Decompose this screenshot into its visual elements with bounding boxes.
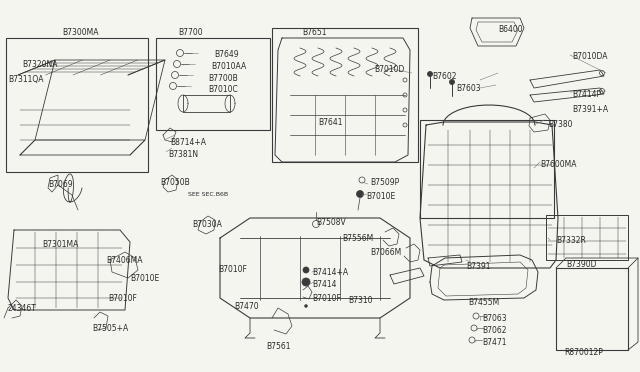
Text: B7069: B7069: [48, 180, 72, 189]
Text: B7470: B7470: [234, 302, 259, 311]
Text: 24346T: 24346T: [8, 304, 37, 313]
Circle shape: [428, 71, 433, 77]
Text: B7600MA: B7600MA: [540, 160, 577, 169]
Bar: [420, 120, 554, 218]
Text: B6400: B6400: [498, 25, 523, 34]
Text: SEE SEC.B6B: SEE SEC.B6B: [188, 192, 228, 197]
Text: B7380: B7380: [548, 120, 573, 129]
Text: B7700B: B7700B: [208, 74, 237, 83]
Text: B7010F: B7010F: [218, 265, 247, 274]
Text: B7561: B7561: [266, 342, 291, 351]
Text: B7505+A: B7505+A: [92, 324, 128, 333]
Bar: [6, 38, 148, 172]
Text: B7390D: B7390D: [566, 260, 596, 269]
Text: B7310: B7310: [348, 296, 372, 305]
Text: B7010F: B7010F: [108, 294, 137, 303]
Text: B7556M: B7556M: [342, 234, 373, 243]
Text: B7391: B7391: [466, 262, 490, 271]
Text: B7010E: B7010E: [366, 192, 396, 201]
Text: B7301MA: B7301MA: [42, 240, 78, 249]
Bar: [272, 28, 418, 162]
Circle shape: [302, 278, 310, 286]
Text: B7651: B7651: [302, 28, 326, 37]
Text: B7063: B7063: [482, 314, 507, 323]
Circle shape: [449, 80, 454, 84]
Text: B7332R: B7332R: [556, 236, 586, 245]
Text: B7010DA: B7010DA: [572, 52, 607, 61]
Circle shape: [303, 267, 309, 273]
Text: B7509P: B7509P: [370, 178, 399, 187]
Text: B8714+A: B8714+A: [170, 138, 206, 147]
Text: B7406MA: B7406MA: [106, 256, 143, 265]
Text: B7414P: B7414P: [572, 90, 601, 99]
Text: B7050B: B7050B: [160, 178, 189, 187]
Text: B7320NA: B7320NA: [22, 60, 58, 69]
Text: B7391+A: B7391+A: [572, 105, 608, 114]
Circle shape: [356, 190, 364, 198]
Text: B7641: B7641: [318, 118, 342, 127]
Text: B7010AA: B7010AA: [211, 62, 246, 71]
Text: B7471: B7471: [482, 338, 506, 347]
Text: B7603: B7603: [456, 84, 481, 93]
Text: B7311QA: B7311QA: [8, 75, 44, 84]
Text: B7300MA: B7300MA: [62, 28, 99, 37]
Text: B7414: B7414: [312, 280, 337, 289]
Text: B7381N: B7381N: [168, 150, 198, 159]
Circle shape: [305, 305, 307, 308]
Text: B7010E: B7010E: [130, 274, 159, 283]
Text: B7602: B7602: [432, 72, 456, 81]
Text: B7066M: B7066M: [370, 248, 401, 257]
Text: B7508V: B7508V: [316, 218, 346, 227]
Text: B7062: B7062: [482, 326, 506, 335]
Text: B7010F: B7010F: [312, 294, 341, 303]
Text: R870012P: R870012P: [564, 348, 603, 357]
Text: B7010C: B7010C: [208, 85, 237, 94]
Text: B7700: B7700: [178, 28, 203, 37]
Bar: [546, 215, 628, 260]
Text: B7649: B7649: [214, 50, 239, 59]
Text: B7455M: B7455M: [468, 298, 499, 307]
Text: B7010D: B7010D: [374, 65, 404, 74]
Text: B7414+A: B7414+A: [312, 268, 348, 277]
Text: B7030A: B7030A: [192, 220, 222, 229]
Bar: [156, 38, 270, 130]
